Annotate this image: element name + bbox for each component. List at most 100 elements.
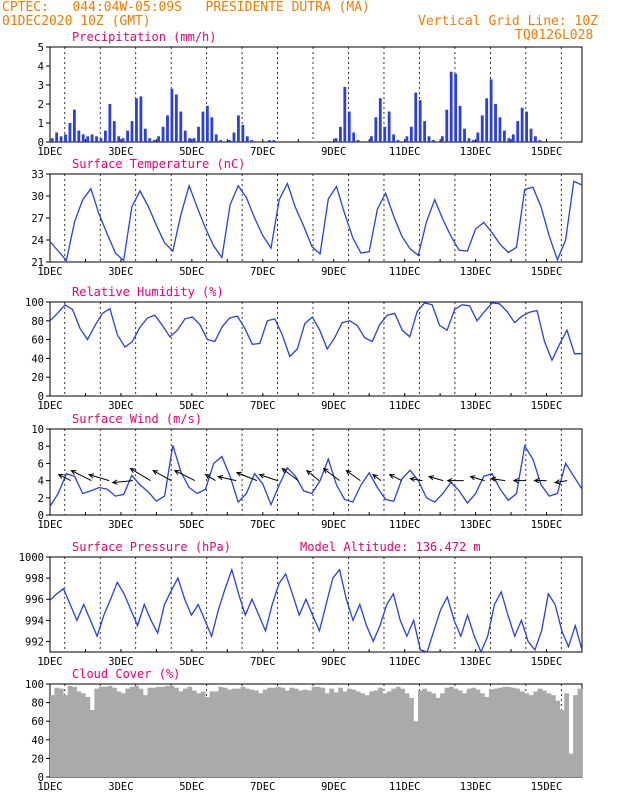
y-tick-label: 1 <box>38 118 44 130</box>
precip-bar <box>529 128 533 142</box>
precip-bar <box>50 138 54 142</box>
cloud-bar <box>196 693 202 777</box>
precip-bar <box>414 92 418 142</box>
x-tick-label: 15DEC <box>531 266 563 278</box>
precip-bar <box>157 136 161 142</box>
header-station: CPTEC: 044:04W-05:09S PRESIDENTE DUTRA (… <box>2 0 370 15</box>
cloud-bar <box>107 685 113 777</box>
cloud-bar <box>81 693 86 777</box>
precip-bar <box>347 111 351 142</box>
cloud-bar <box>338 687 343 777</box>
cloud-bar <box>169 685 175 777</box>
precip-bar <box>55 132 59 142</box>
cloud-bar <box>156 686 162 777</box>
cloud-bar <box>444 687 450 777</box>
cloud-bar <box>497 687 503 777</box>
wind-arrow <box>491 478 506 482</box>
cloud-bar <box>564 693 569 777</box>
precip-bar <box>108 104 112 142</box>
y-tick-label: 2 <box>38 493 44 505</box>
series-line <box>49 567 583 654</box>
wind-arrow <box>346 470 361 482</box>
wind-arrow <box>410 478 423 482</box>
precip-bar <box>59 136 63 142</box>
cloud-bar <box>307 690 312 777</box>
y-tick-label: 8 <box>38 441 44 453</box>
x-tick-label: 1DEC <box>37 266 62 278</box>
panel-3: Surface Wind (m/s) 0 2 4 6 8 10 1DEC 3DEC 5DEC 7DE… <box>31 412 583 531</box>
precip-bar <box>467 138 471 142</box>
precip-bar <box>192 138 196 142</box>
cloud-bar <box>58 688 64 777</box>
y-tick-label: 30 <box>31 191 44 203</box>
precip-bar <box>538 140 542 142</box>
x-tick-label: 13DEC <box>460 400 492 412</box>
cloud-bar <box>413 721 419 777</box>
cloud-bar <box>488 689 494 777</box>
cloud-bar <box>231 688 237 777</box>
precip-bar <box>494 104 497 142</box>
x-tick-label: 1DEC <box>37 519 62 531</box>
precip-bar <box>387 111 391 142</box>
y-tick-label: 0 <box>38 137 44 149</box>
y-tick-label: 21 <box>31 257 44 269</box>
precip-bar <box>228 140 231 142</box>
wind-arrow <box>205 474 216 482</box>
x-tick-label: 3DEC <box>108 781 133 793</box>
precip-bar <box>99 138 103 142</box>
precip-bar <box>126 130 129 142</box>
panel-title: Surface Temperature (nC) <box>72 157 245 171</box>
cloud-bar <box>453 688 459 777</box>
y-tick-label: 998 <box>25 573 44 585</box>
cloud-bar <box>298 690 303 777</box>
cloud-bar <box>50 695 55 777</box>
precip-bar <box>392 134 395 142</box>
cloud-bar <box>568 753 574 777</box>
precip-bar <box>463 128 466 142</box>
precip-bar <box>525 111 528 142</box>
panel-title: Surface Pressure (hPa) <box>72 540 231 554</box>
cloud-bar <box>116 691 122 777</box>
cloud-bar <box>493 688 499 777</box>
y-tick-label: 992 <box>25 636 44 648</box>
precip-bar <box>210 117 214 142</box>
x-tick-label: 11DEC <box>389 519 421 531</box>
precip-bar <box>77 130 81 142</box>
precip-bar <box>418 100 422 142</box>
precip-bar <box>95 136 98 142</box>
wind-arrow <box>281 468 299 482</box>
cloud-bar <box>191 690 197 777</box>
panel-title: Surface Wind (m/s) <box>72 412 202 426</box>
precip-bar <box>423 121 427 142</box>
wind-arrow-head <box>57 474 64 479</box>
cloud-bar <box>183 688 188 777</box>
cloud-bar <box>435 697 441 777</box>
x-tick-label: 5DEC <box>179 656 204 668</box>
cloud-bar <box>431 693 436 777</box>
wind-arrow <box>71 470 92 482</box>
x-tick-label: 15DEC <box>531 146 563 158</box>
x-tick-label: 5DEC <box>179 519 204 531</box>
precip-bar <box>86 136 90 142</box>
precip-bar <box>219 140 223 142</box>
precip-bar <box>374 117 378 142</box>
wind-arrow-head <box>409 476 416 482</box>
cloud-bar <box>506 686 512 777</box>
panel-2: Relative Humidity (%) 0 20 40 60 80 100 1DEC 3DE… <box>25 285 583 412</box>
x-tick-label: 13DEC <box>460 656 492 668</box>
cloud-bar <box>302 689 308 777</box>
wind-arrow-head <box>129 468 136 474</box>
wind-arrow <box>389 474 402 482</box>
x-tick-label: 7DEC <box>250 146 275 158</box>
wind-arrow-head <box>554 479 561 485</box>
cloud-bar <box>205 697 210 777</box>
precip-bar <box>121 138 125 142</box>
precip-bar <box>396 140 400 142</box>
cloud-bar <box>236 688 241 777</box>
wind-arrow <box>259 474 278 482</box>
cloud-bar <box>253 690 259 777</box>
cloud-bar <box>54 687 60 777</box>
header-vertical-grid: Vertical Grid Line: 10Z <box>418 14 599 29</box>
wind-arrow-head <box>469 475 476 481</box>
precip-bar <box>72 109 76 142</box>
